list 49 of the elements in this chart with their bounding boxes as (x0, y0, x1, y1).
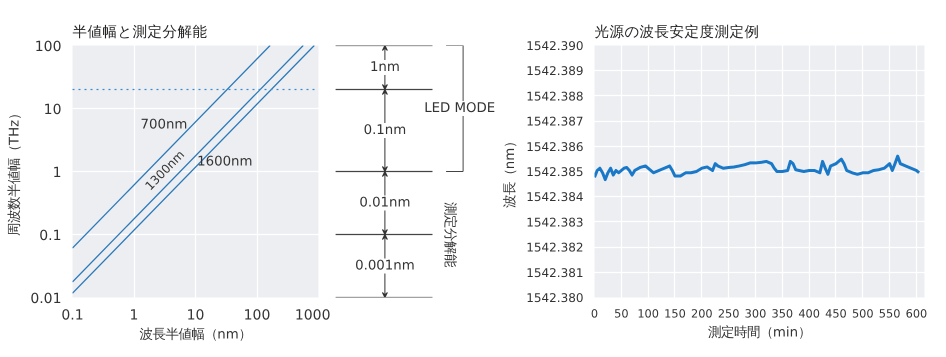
text: 0.001nm (355, 258, 415, 274)
line-series (594, 154, 921, 182)
y-tick-label: 1542.385 (526, 165, 584, 179)
y-tick-label: 1542.384 (526, 190, 584, 204)
text: LED MODE (424, 101, 496, 116)
x-tick-label: 300 (744, 306, 766, 320)
x-tick-label: 550 (878, 306, 900, 320)
y-tick-label: 1542.388 (526, 89, 584, 104)
y-tick-label: 1542.390 (526, 39, 584, 53)
text: 0.01nm (359, 196, 410, 210)
y-tick-label: 1542.380 (526, 291, 584, 305)
x-tick-label: 350 (771, 306, 794, 320)
chart-title: 光源の波長安定度測定例 (594, 24, 760, 40)
series-label: 700nm (140, 118, 188, 133)
chart-title: 半値幅と測定分解能 (72, 24, 208, 40)
x-tick-label: 450 (825, 306, 847, 320)
x-tick-label: 0.1 (61, 308, 84, 324)
x-tick-label: 400 (798, 306, 820, 320)
text: 測定分解能 (442, 202, 457, 267)
y-tick-label: 1542.386 (526, 140, 584, 154)
x-axis-title: 波長半値幅（nm） (139, 328, 252, 342)
x-tick-label: 500 (852, 306, 874, 320)
x-tick-label: 50 (614, 306, 629, 320)
x-tick-label: 200 (691, 306, 713, 320)
y-axis-title: 周波数半値幅（THz） (7, 106, 22, 236)
text: 0.1nm (364, 123, 406, 138)
x-axis-title: 測定時間（min） (708, 326, 812, 340)
x-tick-label: 10 (186, 308, 204, 324)
x-tick-label: 150 (664, 306, 686, 320)
x-tick-label: 600 (906, 306, 928, 320)
y-tick-label: 0.1 (39, 228, 62, 244)
y-tick-label: 1 (52, 165, 62, 181)
y-tick-label: 100 (34, 39, 62, 55)
y-tick-label: 1542.389 (526, 64, 584, 78)
x-tick-label: 1 (130, 308, 138, 324)
y-tick-label: 1542.381 (526, 266, 584, 280)
text: 1nm (370, 60, 400, 76)
y-tick-label: 10 (44, 102, 62, 118)
y-axis-title: 波長（nm） (503, 134, 518, 208)
x-tick-label: 1000 (294, 308, 331, 324)
x-tick-label: 100 (244, 308, 270, 324)
y-tick-label: 1542.387 (526, 114, 584, 129)
y-tick-label: 1542.382 (526, 240, 584, 255)
y-tick-label: 1542.383 (526, 215, 584, 230)
x-tick-label: 100 (637, 306, 659, 320)
x-tick-label: 0 (590, 306, 598, 320)
y-tick-label: 0.01 (30, 291, 62, 307)
x-tick-label: 250 (718, 306, 740, 320)
series-label: 1600nm (197, 154, 252, 170)
